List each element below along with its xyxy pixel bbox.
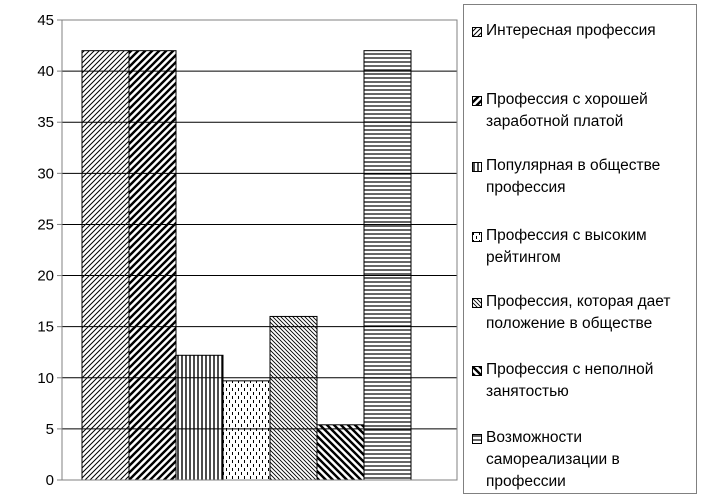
y-tick-label: 25 (37, 216, 54, 233)
y-tick-label: 30 (37, 165, 54, 182)
legend-label: Профессия с хорошей заработной платой (486, 91, 648, 130)
legend-item: Профессия с неполной занятостью (472, 361, 694, 403)
legend-label: Интересная профессия (486, 22, 656, 39)
y-tick-label: 15 (37, 319, 54, 336)
legend-label: Профессия с высоким рейтингом (486, 227, 647, 266)
y-tick-label: 40 (37, 63, 54, 80)
legend-item: Профессия с высоким рейтингом (472, 227, 694, 269)
legend-swatch (472, 27, 482, 37)
y-tick-labels: 0 5 10 15 20 25 30 35 40 45 (37, 12, 54, 489)
legend-item: Возможности самореализации в профессии (472, 429, 694, 493)
legend-label: Возможности самореализации в профессии (486, 429, 620, 490)
legend-item: Интересная профессия (472, 22, 694, 42)
bar (128, 50, 177, 481)
legend-item: Популярная в обществе профессия (472, 157, 694, 199)
y-tick-label: 5 (46, 421, 54, 438)
bar (363, 50, 412, 481)
legend-swatch (472, 232, 482, 242)
y-tick-label: 35 (37, 114, 54, 131)
legend-swatch (472, 298, 482, 308)
y-tick-label: 0 (46, 472, 54, 489)
plot-area (61, 19, 458, 481)
legend-item: Профессия с хорошей заработной платой (472, 91, 694, 133)
bar (81, 50, 130, 481)
bar (222, 380, 271, 481)
legend-label: Профессия с неполной занятостью (486, 361, 654, 400)
legend: Интересная профессия Профессия с хорошей… (463, 4, 697, 494)
legend-swatch (472, 366, 482, 376)
bar (269, 315, 318, 481)
bars (81, 50, 412, 481)
legend-label: Популярная в обществе профессия (486, 157, 661, 196)
bar (175, 354, 224, 481)
legend-item: Профессия, которая дает положение в обще… (472, 293, 694, 335)
axes (57, 19, 458, 481)
legend-label: Профессия, которая дает положение в обще… (486, 293, 671, 332)
y-tick-label: 10 (37, 370, 54, 387)
legend-swatch (472, 434, 482, 444)
legend-swatch (472, 162, 482, 172)
bar-chart: 0 5 10 15 20 25 30 35 40 45 (37, 12, 458, 489)
legend-swatch (472, 96, 482, 106)
y-tick-label: 45 (37, 12, 54, 29)
y-tick-label: 20 (37, 268, 54, 285)
bar (316, 424, 365, 481)
